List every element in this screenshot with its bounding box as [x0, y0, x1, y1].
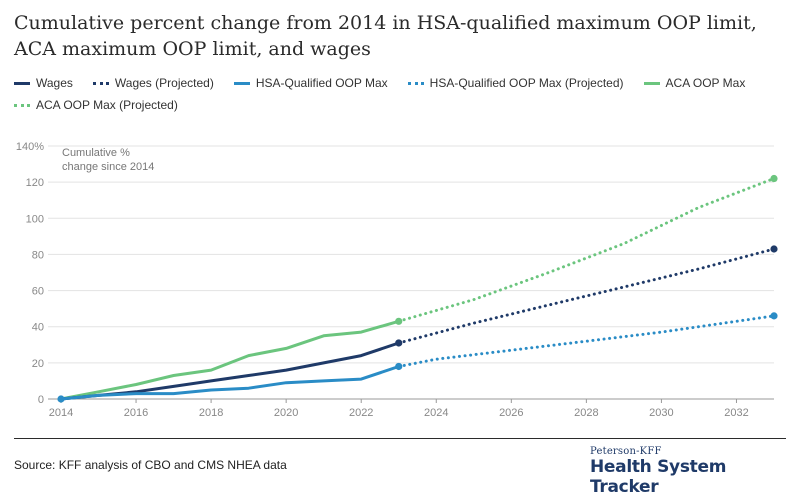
series-line-wages-projected: [397, 247, 776, 345]
source-note: Source: KFF analysis of CBO and CMS NHEA…: [14, 458, 287, 472]
footer-divider: [14, 438, 786, 439]
y-tick-label: 100: [26, 213, 44, 225]
line-chart: 0 20 40 60 80 100 120 140% 2014 2016 2018 2020 2022…: [16, 141, 778, 419]
legend-label: Wages (Projected): [114, 76, 214, 90]
point-marker-wages-projected: [395, 339, 403, 347]
annotation-line-1: Cumulative %: [62, 147, 130, 159]
legend-item-hsa-projected: HSA-Qualified OOP Max (Projected): [407, 76, 624, 90]
x-axis-ticks: 2014 2016 2018 2020 2022 2024 2026 2028 2030 2032: [49, 399, 749, 419]
legend-label: Wages: [36, 76, 73, 90]
y-tick-label: 60: [32, 286, 44, 298]
legend-item-wages: Wages: [14, 76, 73, 90]
y-tick-label: 80: [32, 249, 44, 261]
legend-item-aca: ACA OOP Max: [643, 76, 746, 90]
series-line-aca-oop-max-projected: [397, 177, 776, 323]
point-marker-hsa-qualified-oop-max-projected: [770, 312, 778, 320]
point-marker-aca-oop-max-projected: [395, 317, 403, 325]
legend-item-hsa: HSA-Qualified OOP Max: [233, 76, 388, 90]
y-tick-label: 120: [26, 177, 44, 189]
brand-main-text: Health System Tracker: [590, 457, 727, 497]
legend-label: ACA OOP Max: [665, 76, 746, 90]
legend-item-aca-projected: ACA OOP Max (Projected): [14, 98, 178, 112]
x-tick-label: 2022: [349, 407, 373, 419]
y-axis-ticks: 0 20 40 60 80 100 120 140%: [16, 141, 44, 406]
point-marker-aca-oop-max-projected: [770, 174, 778, 183]
legend-swatch-hsa: [233, 81, 250, 85]
point-marker-hsa-qualified-oop-max-projected: [395, 362, 403, 371]
y-tick-label: 40: [32, 322, 44, 334]
legend-swatch-aca-projected: [14, 103, 30, 107]
series-lines: [59, 177, 776, 401]
legend-item-wages-projected: Wages (Projected): [92, 76, 214, 90]
annotation-line-2: change since 2014: [62, 161, 154, 173]
chart-title: Cumulative percent change from 2014 in H…: [14, 12, 757, 60]
y-tick-label: 140%: [16, 141, 44, 153]
y-tick-label: 20: [32, 358, 44, 370]
legend-label: HSA-Qualified OOP Max (Projected): [429, 76, 624, 90]
legend-swatch-hsa-projected: [407, 81, 424, 85]
point-marker-hsa-qualified-oop-max: [57, 395, 65, 403]
legend-label: HSA-Qualified OOP Max: [255, 76, 388, 90]
series-line-hsa-qualified-oop-max: [59, 365, 401, 401]
series-line-aca-oop-max: [59, 319, 401, 401]
series-line-hsa-qualified-oop-max-projected: [397, 314, 776, 368]
x-tick-label: 2032: [724, 407, 748, 419]
legend: Wages Wages (Projected) HSA-Qualified OO…: [14, 72, 784, 116]
y-tick-label: 0: [38, 394, 44, 406]
brand-logo: Peterson-KFF Health System Tracker: [590, 446, 790, 497]
brand-top-text: Peterson-KFF: [590, 446, 662, 457]
x-tick-label: 2026: [499, 407, 523, 419]
point-marker-wages-projected: [770, 245, 778, 253]
x-tick-label: 2014: [49, 407, 73, 419]
legend-swatch-wages-projected: [92, 81, 109, 85]
x-tick-label: 2020: [274, 407, 298, 419]
legend-row-2: ACA OOP Max (Projected): [14, 94, 784, 116]
x-tick-label: 2016: [124, 407, 148, 419]
legend-swatch-aca: [643, 81, 660, 85]
grid-lines: [48, 145, 774, 400]
legend-row-1: Wages Wages (Projected) HSA-Qualified OO…: [14, 72, 784, 94]
legend-label: ACA OOP Max (Projected): [36, 98, 178, 112]
series-markers: [57, 174, 778, 403]
legend-swatch-wages: [14, 81, 30, 85]
x-tick-label: 2030: [649, 407, 673, 419]
x-tick-label: 2018: [199, 407, 223, 419]
x-tick-label: 2028: [574, 407, 598, 419]
x-tick-label: 2024: [424, 407, 448, 419]
